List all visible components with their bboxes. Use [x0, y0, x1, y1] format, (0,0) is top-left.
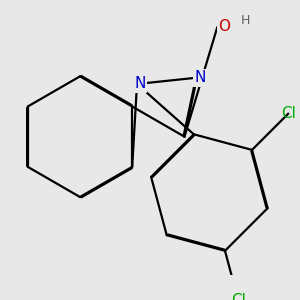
Text: O: O — [219, 20, 231, 34]
Text: Cl: Cl — [231, 293, 246, 300]
Text: N: N — [134, 76, 146, 92]
Text: Cl: Cl — [281, 106, 296, 121]
Text: H: H — [240, 14, 250, 27]
Text: N: N — [194, 70, 206, 85]
